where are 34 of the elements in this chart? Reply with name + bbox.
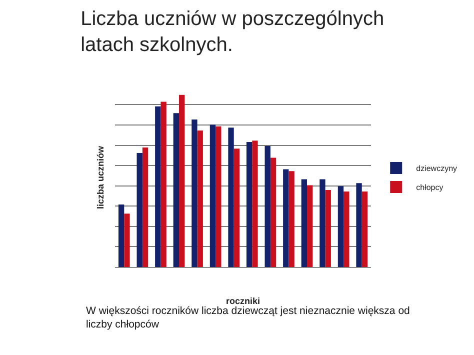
bar <box>192 120 198 267</box>
x-axis-title: roczniki <box>226 296 260 306</box>
bar <box>216 126 222 267</box>
bar <box>124 214 130 267</box>
bar <box>210 124 216 267</box>
bar <box>228 128 234 267</box>
bar <box>362 191 368 267</box>
bar <box>155 106 161 267</box>
bar <box>197 130 203 267</box>
bar <box>118 204 124 267</box>
legend-label: chłopcy <box>416 183 444 192</box>
bar <box>173 113 179 267</box>
bar <box>136 153 142 267</box>
bar <box>288 171 294 267</box>
bar <box>320 179 326 267</box>
legend-label: dziewczyny <box>416 164 458 174</box>
bar <box>246 142 252 267</box>
chart-title: Liczba uczniów w poszczególnych latach szkolnych. <box>80 8 384 56</box>
bar <box>325 190 331 267</box>
bar <box>307 185 313 267</box>
y-axis-title: liczba uczniów <box>95 145 106 210</box>
bar <box>264 146 270 267</box>
text: W większości roczników liczba dziewcząt jest nieznacznie większa od liczby chłopców <box>86 305 410 331</box>
bar <box>301 179 307 267</box>
bar <box>160 102 166 267</box>
bar <box>234 148 240 267</box>
bar <box>344 191 350 267</box>
bar <box>338 186 344 267</box>
bar <box>179 94 185 267</box>
bar <box>270 158 276 267</box>
bar <box>252 140 258 267</box>
bar <box>283 169 289 267</box>
bar <box>142 148 148 267</box>
bar <box>356 183 362 267</box>
